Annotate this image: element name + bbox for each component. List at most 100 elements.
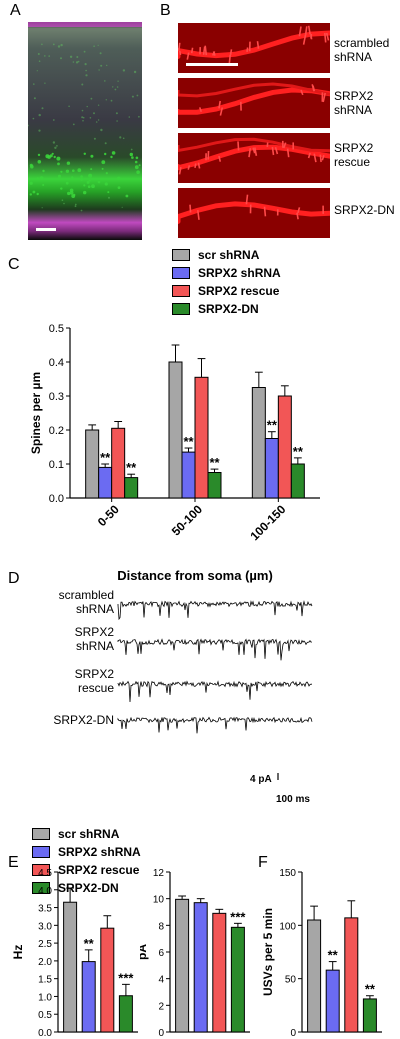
legend-item: SRPX2 shRNA — [32, 844, 141, 860]
cell-dot — [69, 55, 73, 58]
y-tick-label: 0.5 — [49, 323, 64, 335]
significance-label: *** — [230, 909, 246, 924]
cell-dot — [80, 209, 83, 212]
y-tick-label: 50 — [285, 975, 297, 986]
legend-item: SRPX2-DN — [172, 301, 281, 317]
dendrite-label-scrambled: scrambled shRNA — [334, 36, 389, 64]
cell-dot — [105, 172, 108, 175]
y-axis-label: Hz — [11, 945, 25, 960]
cell-dot — [32, 190, 36, 194]
cell-dot — [93, 45, 95, 47]
cell-dot — [135, 156, 139, 160]
current-trace — [117, 600, 313, 621]
cell-dot — [97, 104, 100, 106]
spine — [189, 204, 192, 213]
spine — [187, 165, 191, 170]
legend-item: SRPX2 rescue — [172, 283, 281, 299]
cell-dot — [33, 97, 36, 100]
spine — [304, 26, 308, 36]
cell-dot — [29, 181, 33, 185]
spine — [190, 47, 194, 54]
cell-dot — [122, 69, 126, 72]
label-line: scrambled — [58, 588, 114, 602]
dendrite-label-srpx2-rescue: SRPX2 rescue — [334, 141, 373, 169]
spine — [302, 34, 307, 45]
spine — [218, 155, 222, 162]
cell-dot — [121, 206, 123, 208]
cell-dot — [116, 120, 118, 122]
significance-label: ** — [209, 455, 220, 470]
cell-dot — [81, 109, 84, 112]
cell-dot — [60, 43, 63, 47]
y-tick-label: 0.0 — [49, 493, 64, 505]
label-line: shRNA — [334, 103, 373, 117]
spine — [286, 148, 290, 158]
spine — [178, 50, 182, 56]
cell-dot — [88, 173, 93, 178]
cell-dot — [38, 60, 41, 62]
spine — [263, 206, 267, 217]
cell-dot — [68, 105, 70, 108]
spine — [274, 146, 279, 155]
y-tick-label: 3.5 — [38, 904, 52, 915]
cell-dot — [104, 142, 107, 145]
cell-dot — [72, 123, 75, 126]
spine — [298, 26, 302, 37]
cell-dot — [108, 196, 110, 199]
dendrite-secondary — [176, 82, 331, 98]
cell-dot — [37, 153, 41, 157]
spine — [297, 207, 301, 214]
cell-dot — [110, 99, 113, 102]
cell-dot — [84, 63, 87, 66]
bar — [307, 919, 322, 1033]
cortex-fluorescence-image — [27, 22, 142, 240]
spine — [310, 33, 313, 39]
label-line: shRNA — [334, 50, 373, 64]
cell-dot — [83, 152, 86, 155]
legend-label: scr shRNA — [198, 248, 260, 262]
scale-label-pa: 4 pA — [250, 774, 272, 785]
legend-item: SRPX2 rescue — [32, 862, 141, 878]
cell-dot — [136, 170, 140, 174]
bar — [118, 995, 133, 1033]
cell-dot — [133, 70, 137, 74]
y-tick-label: 10 — [153, 895, 165, 906]
spine — [296, 212, 299, 220]
cell-dot — [86, 105, 88, 108]
cell-dot — [97, 119, 100, 121]
cell-dot — [41, 43, 43, 46]
cell-dot — [29, 193, 32, 196]
significance-label: ** — [183, 434, 194, 449]
cell-dot — [93, 137, 96, 140]
x-tick-label: 50-100 — [169, 502, 206, 539]
cell-dot — [39, 176, 44, 180]
cell-dot — [129, 152, 133, 157]
significance-label: ** — [100, 450, 111, 465]
cell-dot — [89, 117, 92, 119]
panel-label-e: E — [8, 854, 19, 871]
chart-usv: 0 50 100 150 USVs per 5 min ** ** — [261, 868, 382, 1038]
cell-dot — [48, 55, 50, 57]
cell-dot — [60, 57, 62, 60]
cell-dot — [80, 177, 84, 181]
y-tick-label: 0.1 — [49, 459, 64, 471]
cell-dot — [72, 61, 75, 63]
cell-dot — [117, 186, 121, 190]
label-line: shRNA — [75, 639, 114, 653]
legend-swatch — [32, 864, 50, 876]
cell-dot — [82, 119, 84, 122]
cell-dot — [99, 52, 102, 55]
spine — [321, 155, 325, 161]
y-tick-label: 150 — [279, 868, 296, 879]
cell-dot — [81, 83, 84, 86]
cell-dot — [36, 192, 39, 196]
label-line: shRNA — [75, 602, 114, 616]
cell-dot — [41, 207, 43, 209]
cell-dot — [41, 107, 44, 110]
y-tick-label: 0.3 — [49, 391, 64, 403]
y-tick-label: 1.0 — [38, 992, 52, 1003]
cell-dot — [131, 95, 134, 98]
spine — [313, 153, 317, 163]
cell-dot — [61, 199, 64, 201]
y-tick-label: 0.0 — [38, 1028, 52, 1038]
